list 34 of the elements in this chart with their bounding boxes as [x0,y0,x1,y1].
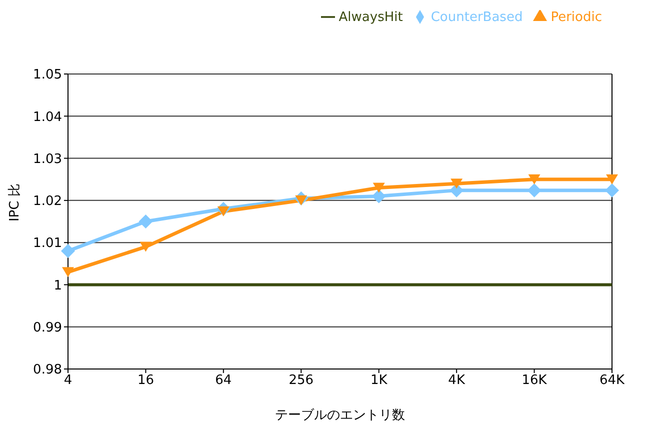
point [62,267,74,278]
point [527,183,542,198]
x-tick-label: 16K [522,373,548,388]
legend-label: AlwaysHit [338,10,403,25]
legend-label: CounterBased [430,10,523,25]
y-tick-label: 1.04 [33,110,62,125]
y-axis-title: IPC 比 [8,184,23,222]
point [450,178,463,189]
x-tick-label: 4K [448,373,466,388]
x-tick-label: 64K [599,373,626,388]
point [372,189,386,204]
y-tick-label: 1.01 [33,236,62,252]
point [606,174,618,184]
point [217,206,230,216]
x-tick-label: 4 [64,373,72,388]
point [140,242,152,252]
x-tick-label: 256 [288,373,314,388]
legend-label: Periodic [550,10,602,25]
x-tick-label: 16 [137,373,154,388]
x-axis-title: テーブルのエントリ数 [275,408,405,423]
y-tick-label: 1.03 [33,152,62,167]
y-tick-label: 1 [54,278,62,294]
point [295,195,308,206]
y-tick-label: 1.02 [33,194,62,210]
y-tick-label: 0.98 [33,362,62,378]
x-tick-label: 64 [215,373,232,388]
y-tick-label: 1.05 [33,68,62,83]
point [61,244,75,258]
point [605,183,619,198]
y-tick-label: 0.99 [33,320,62,336]
x-tick-label: 1K [370,373,388,388]
point [372,182,385,193]
point [138,214,153,228]
point [528,174,540,184]
